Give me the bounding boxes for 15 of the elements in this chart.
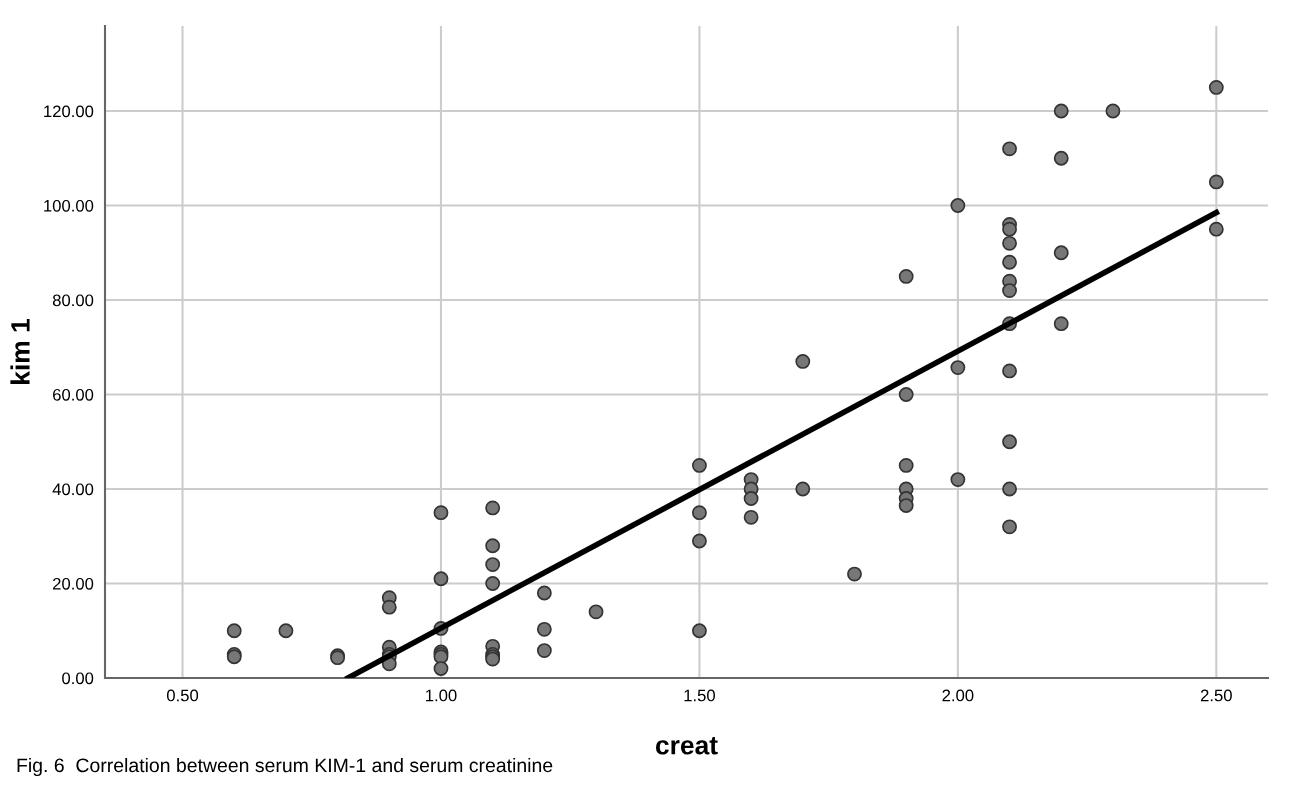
x-tick-label: 2.00 <box>942 689 974 702</box>
y-tick-label: 40.00 <box>52 483 94 496</box>
y-axis-title: kim 1 <box>10 318 30 384</box>
x-tick-label: 0.50 <box>166 689 199 702</box>
x-tick-label: 1.50 <box>684 689 715 702</box>
y-tick-label: 20.00 <box>53 577 94 590</box>
y-tick-label: 60.00 <box>53 388 94 401</box>
x-tick-label: 1.00 <box>426 689 457 702</box>
y-tick-label: 80.00 <box>52 294 94 307</box>
x-tick-label: 2.50 <box>1200 689 1232 702</box>
x-axis-title: creat <box>655 737 718 755</box>
y-tick-label: 120.00 <box>44 105 94 118</box>
caption: Fig. 6 Correlation between serum KIM-1 and serum creatinine <box>17 757 553 777</box>
y-tick-label: 0.00 <box>62 672 94 685</box>
y-tick-label: 100.00 <box>44 199 94 212</box>
